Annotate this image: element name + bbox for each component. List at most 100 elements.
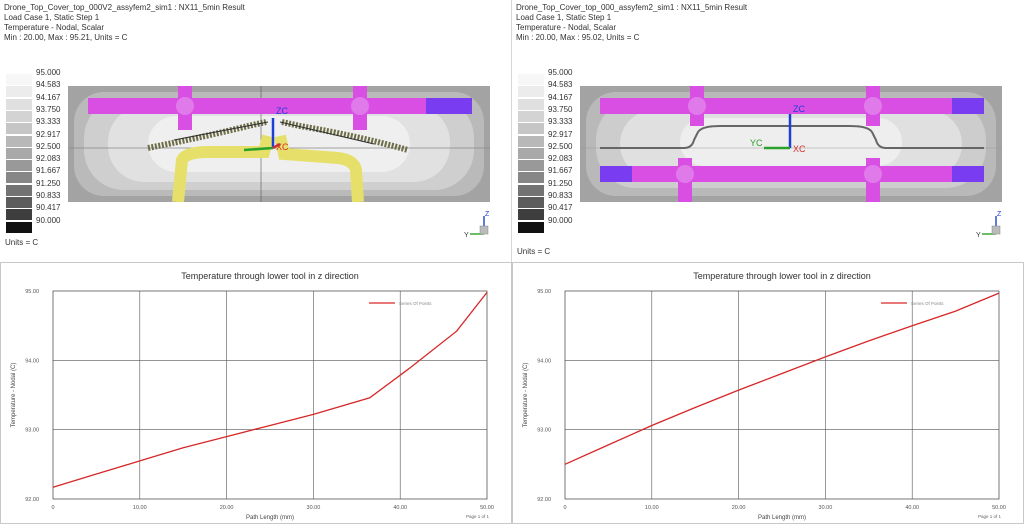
legend-value: 91.250	[548, 178, 573, 188]
legend-swatch	[6, 209, 32, 221]
min-max-label: Min : 20.00, Max : 95.02, Units = C	[516, 33, 640, 42]
x-axis-label: Path Length (mm)	[758, 515, 806, 521]
legend-swatch	[6, 123, 32, 135]
x-tick-label: 40.00	[393, 505, 407, 511]
y-tick-label: 95.00	[537, 289, 551, 295]
legend-swatch	[6, 135, 32, 147]
plot-frame	[564, 290, 1000, 500]
units-label: Units = C	[517, 247, 551, 256]
result-viewport-right[interactable]: Drone_Top_Cover_top_000_assyfem2_sim1 : …	[512, 0, 1024, 262]
legend-value: 91.667	[548, 166, 573, 176]
y-tick-label: 95.00	[25, 289, 39, 295]
y-tick-label: 94.00	[25, 358, 39, 364]
legend-value: 95.000	[548, 68, 573, 77]
legend-swatch	[518, 98, 544, 110]
svg-text:XC: XC	[276, 142, 289, 152]
triad-icon: Z Y	[976, 210, 1006, 242]
legend-value: 92.500	[36, 141, 61, 151]
legend-value: 90.417	[548, 203, 573, 213]
legend-value: 90.833	[36, 191, 61, 200]
legend-swatch	[6, 172, 32, 184]
legend-value: 92.083	[36, 154, 61, 164]
result-type-label: Temperature - Nodal, Scalar	[4, 23, 105, 32]
svg-text:YC: YC	[750, 138, 763, 148]
viewport-divider	[511, 0, 512, 262]
x-tick-label: 50.00	[992, 505, 1006, 511]
legend-swatch	[6, 110, 32, 122]
legend-swatch	[6, 221, 32, 233]
legend-value: 92.917	[548, 129, 573, 139]
y-axis-label: Temperature - Nodal (C)	[11, 363, 17, 428]
plot-frame	[52, 290, 488, 500]
cooling-channel-bottom	[600, 166, 984, 182]
legend-value: 94.167	[548, 92, 573, 102]
x-tick-label: 30.00	[819, 505, 833, 511]
legend-value: 90.833	[548, 191, 573, 200]
svg-text:Z: Z	[485, 211, 490, 218]
legend-value: 92.083	[548, 154, 573, 164]
chart-title: Temperature through lower tool in z dire…	[181, 271, 359, 281]
legend-swatch	[518, 147, 544, 159]
legend-swatch	[518, 74, 544, 85]
legend-value: 93.750	[548, 104, 573, 114]
legend-value: 90.000	[36, 215, 61, 225]
x-tick-label: 30.00	[307, 505, 321, 511]
model-render-left[interactable]: ZC XC	[68, 86, 490, 203]
y-axis-label: Temperature - Nodal (C)	[523, 363, 529, 428]
triad-icon: Z Y	[464, 210, 494, 242]
min-max-label: Min : 20.00, Max : 95.21, Units = C	[4, 33, 128, 42]
legend-swatch	[6, 184, 32, 196]
x-tick-label: 10.00	[133, 505, 147, 511]
legend-swatch	[518, 86, 544, 98]
y-tick-label: 93.00	[537, 428, 551, 434]
page-footer: Page 1 of 1	[978, 514, 1002, 519]
legend-swatch	[6, 160, 32, 172]
x-tick-label: 50.00	[480, 505, 494, 511]
legend-value: 92.917	[36, 129, 61, 139]
y-tick-label: 92.00	[537, 497, 551, 503]
result-title: Drone_Top_Cover_top_000V2_assyfem2_sim1 …	[4, 3, 245, 12]
legend-swatch	[6, 197, 32, 208]
result-viewport-left[interactable]: Drone_Top_Cover_top_000V2_assyfem2_sim1 …	[0, 0, 512, 262]
temperature-chart-right[interactable]: Temperature through lower tool in z dire…	[512, 262, 1024, 524]
svg-text:ZC: ZC	[793, 104, 805, 114]
legend-swatch	[6, 147, 32, 159]
result-header-left: Drone_Top_Cover_top_000V2_assyfem2_sim1 …	[4, 3, 245, 43]
model-render-right[interactable]: ZC YC XC	[580, 86, 1002, 202]
legend-swatch	[6, 98, 32, 110]
series-line	[564, 292, 1000, 465]
legend-value: 90.000	[548, 215, 573, 225]
units-label: Units = C	[5, 238, 39, 247]
result-type-label: Temperature - Nodal, Scalar	[516, 23, 617, 32]
insert-channel	[172, 134, 274, 203]
temperature-chart-left[interactable]: Temperature through lower tool in z dire…	[0, 262, 512, 524]
x-tick-label: 0	[563, 505, 566, 511]
legend-value: 91.250	[36, 178, 61, 188]
x-tick-label: 40.00	[905, 505, 919, 511]
load-case-label: Load Case 1, Static Step 1	[516, 13, 612, 22]
legend-swatch	[518, 209, 544, 221]
legend-swatch	[6, 86, 32, 98]
legend-value: 93.333	[36, 117, 61, 127]
x-tick-label: 20.00	[732, 505, 746, 511]
result-title: Drone_Top_Cover_top_000_assyfem2_sim1 : …	[516, 3, 748, 12]
svg-text:Y: Y	[464, 232, 469, 239]
legend-swatch	[518, 110, 544, 122]
legend-value: 93.333	[548, 117, 573, 127]
load-case-label: Load Case 1, Static Step 1	[4, 13, 100, 22]
legend-value: 91.667	[36, 166, 61, 176]
legend-value: 93.750	[36, 104, 61, 114]
legend-value: 94.583	[548, 80, 573, 90]
legend-swatch	[518, 172, 544, 184]
legend-swatch	[6, 74, 32, 85]
legend-value: 94.167	[36, 92, 61, 102]
svg-text:Z: Z	[997, 211, 1002, 218]
legend-swatch	[518, 221, 544, 233]
cooling-channel-top	[600, 98, 984, 114]
legend-swatch	[518, 123, 544, 135]
page-footer: Page 1 of 1	[466, 514, 490, 519]
x-tick-label: 20.00	[220, 505, 234, 511]
result-header-right: Drone_Top_Cover_top_000_assyfem2_sim1 : …	[516, 3, 747, 43]
x-axis-label: Path Length (mm)	[246, 515, 294, 521]
series-line	[52, 291, 488, 488]
